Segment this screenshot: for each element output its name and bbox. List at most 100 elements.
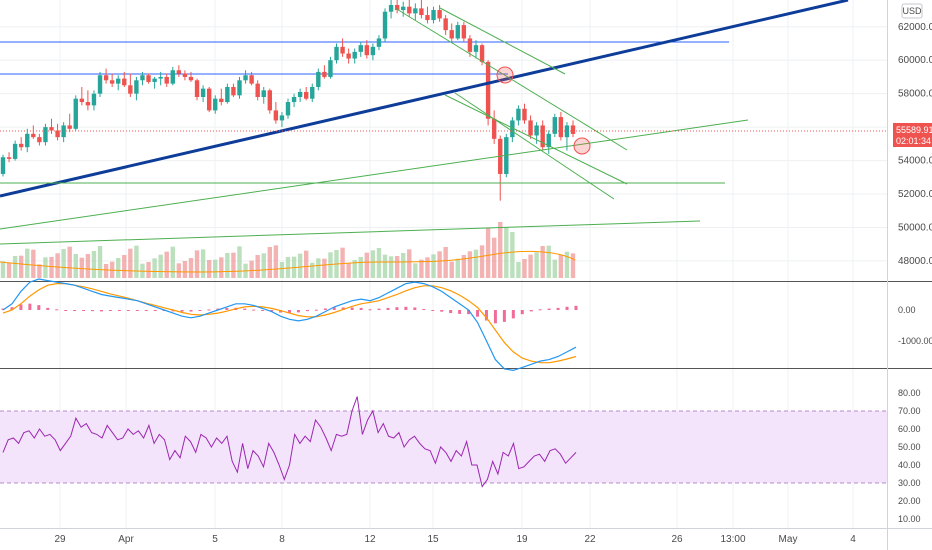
rsi-tick-label: 50.00 [898,442,921,452]
candle-body [122,78,127,86]
macd-histogram-bar [252,309,256,311]
macd-tick-label: 0.00 [898,305,916,315]
volume-bar [158,254,163,278]
volume-bar [546,245,551,278]
macd-histogram-bar [243,308,247,310]
volume-bar [479,245,485,278]
volume-bar [376,248,382,278]
axes: 62000.0060000.0058000.0056000.0054000.00… [54,3,932,545]
candle-body [279,115,285,121]
macd-histogram-bar [207,309,211,311]
volume-bar [261,253,266,278]
macd-histogram-bar [556,307,560,310]
candle-body [467,38,473,52]
price-tick-label: 60000.00 [898,55,932,66]
candle-body [413,8,418,14]
candle-body [564,125,570,138]
candle-body [91,93,97,106]
macd-histogram-bar [19,304,23,310]
volume-bar [528,254,533,278]
macd-histogram-bar [368,309,372,311]
candle-body [425,15,430,21]
ascending-line [0,220,701,245]
trend-lines[interactable] [0,0,887,245]
descending-channel-line [439,7,566,75]
drawings[interactable] [0,41,729,75]
macd-histogram-bar [28,303,32,310]
volume-bar [352,260,357,278]
macd-histogram-bar [82,310,86,311]
candle-body [194,80,200,98]
candle-body [546,133,551,148]
ascending-line [0,119,749,230]
volume-bar [85,254,91,278]
candle-body [431,10,436,21]
candle-body [25,133,30,148]
macd-histogram-bar [46,307,50,310]
macd-histogram-bar [323,308,327,310]
candle-body [12,143,18,159]
candle-body [267,90,273,111]
volume-bar [152,258,157,278]
candle-body [552,117,558,134]
volume-bar [213,259,218,278]
candle-body [225,86,230,103]
candle-body [37,137,42,143]
currency-badge [901,3,923,19]
volume-bar [170,246,175,278]
macd-histogram-bar [144,310,148,311]
candle-body [358,45,363,52]
volume-bar [73,254,78,278]
candle-body [213,98,218,111]
candle-body [443,18,448,31]
macd-histogram-bar [198,310,202,311]
macd-histogram-bar [440,310,444,312]
volume-bar [219,257,224,278]
macd-histogram-bar [359,307,363,310]
volume-bar [116,258,121,278]
candle-body [0,157,6,174]
candle-body [176,70,182,74]
candle-body [516,108,521,121]
volume-bar [455,258,460,278]
candle-body [18,143,24,148]
candle-body [388,5,394,12]
candle-body [128,85,133,94]
candle-body [491,118,497,139]
last-price-value: 55589.91 [896,125,932,135]
candle-body [273,110,279,121]
candle-body [79,98,85,103]
candle-body [97,75,103,94]
rsi-tick-label: 60.00 [898,424,921,434]
candle-body [182,73,188,77]
macd-histogram-bar [37,305,41,310]
macd-histogram-bar [458,310,462,314]
volume-bar [231,252,236,278]
time-tick-label: 22 [584,534,596,545]
candle-body [328,60,333,77]
volume-bar [249,260,254,278]
macd-histogram-bar [64,310,68,311]
macd-signal-line [2,283,577,364]
macd-histogram-bar [189,310,193,312]
rsi-band [0,411,887,483]
macd-histogram-bar [73,310,77,311]
macd-histogram-bar [332,307,336,310]
volume-bar [552,259,558,278]
rsi-tick-label: 30.00 [898,478,921,488]
candle-body [188,76,194,81]
volume-bar [200,249,206,278]
time-tick-label: 26 [671,534,683,545]
macd-histogram-bar [502,310,506,322]
volume-bar [225,253,230,278]
candle-body [73,98,78,129]
volume-bar [79,257,85,278]
candle-body [479,45,485,62]
macd-histogram-bar [153,310,157,311]
rsi-tick-label: 20.00 [898,496,921,506]
candle-body [249,75,254,84]
candle-body [291,97,297,103]
macd-histogram-bar [538,309,542,311]
volume-bar [255,255,260,278]
